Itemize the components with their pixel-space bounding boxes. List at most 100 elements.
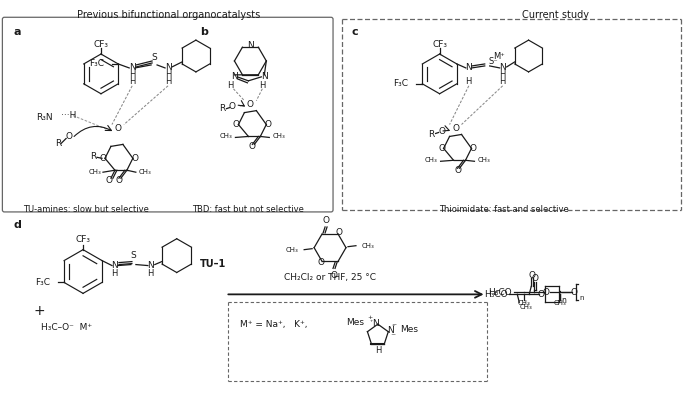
- Text: O: O: [529, 271, 536, 280]
- Text: R: R: [90, 152, 96, 161]
- Text: a: a: [13, 27, 21, 37]
- Text: CF₃: CF₃: [93, 40, 108, 48]
- Text: H: H: [499, 77, 506, 86]
- Text: CH₃: CH₃: [88, 169, 101, 175]
- Text: R₃N: R₃N: [36, 113, 53, 122]
- Text: N: N: [164, 63, 171, 72]
- Text: H₃C–O⁻  M⁺: H₃C–O⁻ M⁺: [41, 323, 92, 332]
- Text: CH₃: CH₃: [519, 304, 532, 310]
- Text: S⁻: S⁻: [488, 57, 499, 67]
- Text: R: R: [55, 139, 61, 148]
- Text: F₃C: F₃C: [89, 59, 104, 68]
- Text: c: c: [352, 27, 358, 37]
- Text: O: O: [538, 290, 545, 299]
- Text: R: R: [429, 130, 435, 139]
- Text: N: N: [499, 63, 506, 72]
- Text: CH₃: CH₃: [362, 243, 375, 249]
- Text: O: O: [571, 288, 577, 297]
- Text: O: O: [249, 142, 256, 151]
- Text: O: O: [323, 215, 329, 225]
- Text: H: H: [147, 269, 153, 278]
- Text: +: +: [367, 315, 373, 320]
- Text: O: O: [247, 100, 254, 109]
- Text: CH₃: CH₃: [477, 157, 490, 163]
- Text: O: O: [452, 124, 459, 133]
- Text: H: H: [227, 81, 234, 90]
- Text: O: O: [318, 258, 325, 267]
- Text: F₃C: F₃C: [35, 278, 50, 287]
- Text: R: R: [219, 104, 225, 113]
- Text: H: H: [129, 77, 136, 86]
- Text: N: N: [261, 72, 268, 81]
- Text: ~: ~: [392, 322, 397, 327]
- Text: O: O: [438, 144, 445, 153]
- Text: n: n: [561, 296, 566, 305]
- Text: N: N: [465, 63, 472, 72]
- Text: TBD: fast but not selective: TBD: fast but not selective: [192, 205, 304, 214]
- Text: H: H: [165, 77, 171, 86]
- Text: O: O: [454, 166, 461, 175]
- Text: N: N: [147, 261, 154, 270]
- Text: O: O: [99, 154, 106, 163]
- Text: S: S: [151, 53, 157, 61]
- Text: H: H: [466, 77, 472, 86]
- Text: Mes: Mes: [400, 325, 419, 334]
- Text: O: O: [115, 176, 123, 185]
- Text: H: H: [259, 81, 266, 90]
- Text: O: O: [543, 288, 549, 297]
- Text: N: N: [129, 63, 136, 72]
- Text: O: O: [532, 274, 538, 283]
- Text: H: H: [499, 70, 506, 79]
- Text: CH₃: CH₃: [139, 169, 151, 175]
- Text: CH₃: CH₃: [553, 300, 566, 306]
- Text: O: O: [105, 176, 112, 185]
- Text: H₃CO: H₃CO: [484, 290, 508, 299]
- Text: ⁺: ⁺: [392, 325, 395, 330]
- Text: H: H: [375, 347, 381, 356]
- Text: CF₃: CF₃: [75, 235, 90, 244]
- Text: b: b: [201, 27, 208, 37]
- Text: O: O: [331, 271, 338, 280]
- Text: TU–1: TU–1: [199, 259, 226, 269]
- Text: Current study: Current study: [522, 11, 588, 20]
- Text: +: +: [34, 304, 45, 318]
- Text: O: O: [233, 120, 240, 129]
- Text: CH₃: CH₃: [286, 247, 298, 252]
- Text: n: n: [579, 295, 584, 301]
- Text: Thioimidate: fast and selective: Thioimidate: fast and selective: [440, 205, 569, 214]
- Text: ~: ~: [390, 332, 396, 337]
- Text: O: O: [132, 154, 138, 163]
- Text: M⁺ = Na⁺,   K⁺,: M⁺ = Na⁺, K⁺,: [240, 320, 308, 329]
- Text: CH₃: CH₃: [518, 300, 531, 306]
- Text: CF₃: CF₃: [432, 40, 447, 48]
- Text: Previous bifunctional organocatalysts: Previous bifunctional organocatalysts: [77, 11, 260, 20]
- Text: O: O: [438, 127, 445, 136]
- Text: TU-amines: slow but selective: TU-amines: slow but selective: [23, 205, 149, 214]
- Text: S: S: [130, 251, 136, 260]
- Text: Mes: Mes: [346, 318, 364, 327]
- Text: CH₃: CH₃: [425, 157, 438, 163]
- Text: O: O: [336, 228, 342, 238]
- Text: H: H: [165, 70, 171, 79]
- Text: O: O: [229, 102, 236, 111]
- Text: ···H: ···H: [61, 111, 77, 120]
- Text: ⁺: ⁺: [369, 320, 373, 325]
- Text: H: H: [129, 70, 136, 79]
- Text: O: O: [114, 124, 121, 133]
- Text: CH₃: CH₃: [220, 133, 232, 139]
- Text: N: N: [387, 326, 394, 335]
- Text: CH₂Cl₂ or THF, 25 °C: CH₂Cl₂ or THF, 25 °C: [284, 273, 376, 282]
- Text: H₃CO: H₃CO: [488, 288, 511, 297]
- Text: N: N: [247, 40, 253, 50]
- Text: N: N: [231, 72, 238, 81]
- Text: O: O: [265, 120, 272, 129]
- Text: O: O: [66, 132, 73, 141]
- Text: CH₃: CH₃: [272, 133, 285, 139]
- Text: N: N: [373, 319, 379, 328]
- Text: F₃C: F₃C: [393, 79, 408, 88]
- Text: O: O: [470, 144, 477, 153]
- Text: M⁺: M⁺: [493, 52, 504, 61]
- Text: N: N: [112, 261, 119, 270]
- Text: H: H: [111, 269, 117, 278]
- Text: d: d: [13, 220, 21, 230]
